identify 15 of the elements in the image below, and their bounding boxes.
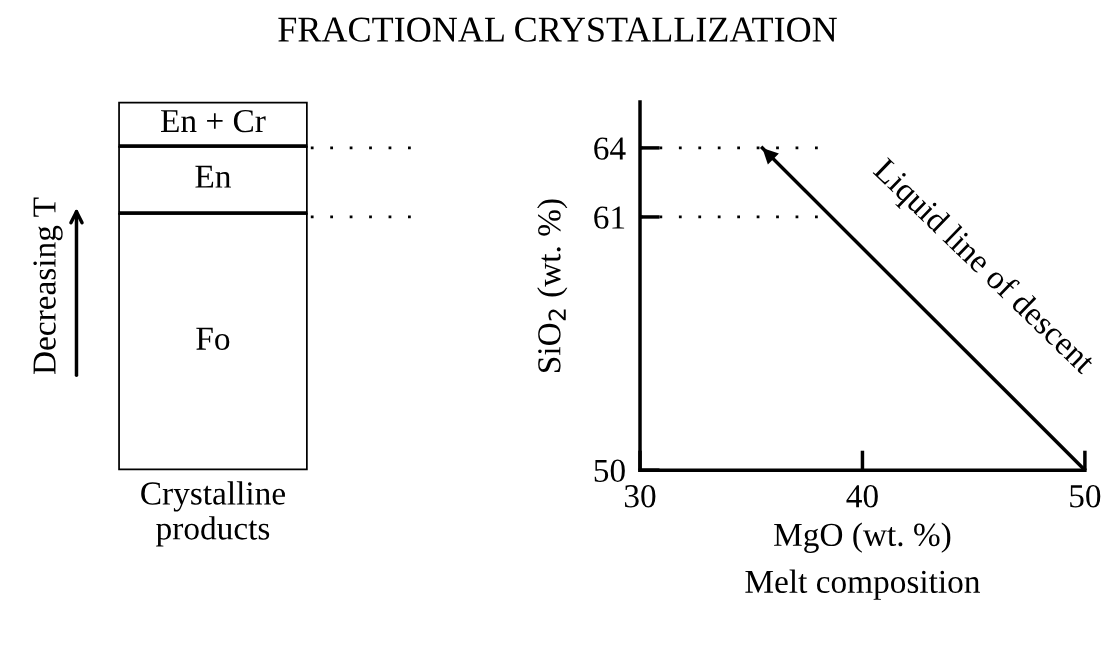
series-label: Fo xyxy=(196,327,230,350)
y-axis-title: Decreasing T xyxy=(33,197,63,375)
text: Melt composition xyxy=(745,569,980,600)
x-tick-label: 50 xyxy=(1070,485,1101,508)
x-tick-label: Crystalline products xyxy=(141,481,285,547)
x-axis-title: MgO (wt. %) xyxy=(774,522,951,553)
series-label: En + Cr xyxy=(161,109,266,133)
y-tick-label: 64 xyxy=(594,137,626,160)
x-tick-label: 30 xyxy=(624,485,656,508)
y-tick-label: 61 xyxy=(594,206,625,229)
y-tick-label: 50 xyxy=(594,459,625,483)
text: FRACTIONAL CRYSTALLIZATION xyxy=(278,17,837,42)
series-label: En xyxy=(195,165,231,188)
y-axis-title: SiO$_{2}$ (wt. %) xyxy=(537,199,568,372)
x-tick-label: 40 xyxy=(846,485,878,508)
